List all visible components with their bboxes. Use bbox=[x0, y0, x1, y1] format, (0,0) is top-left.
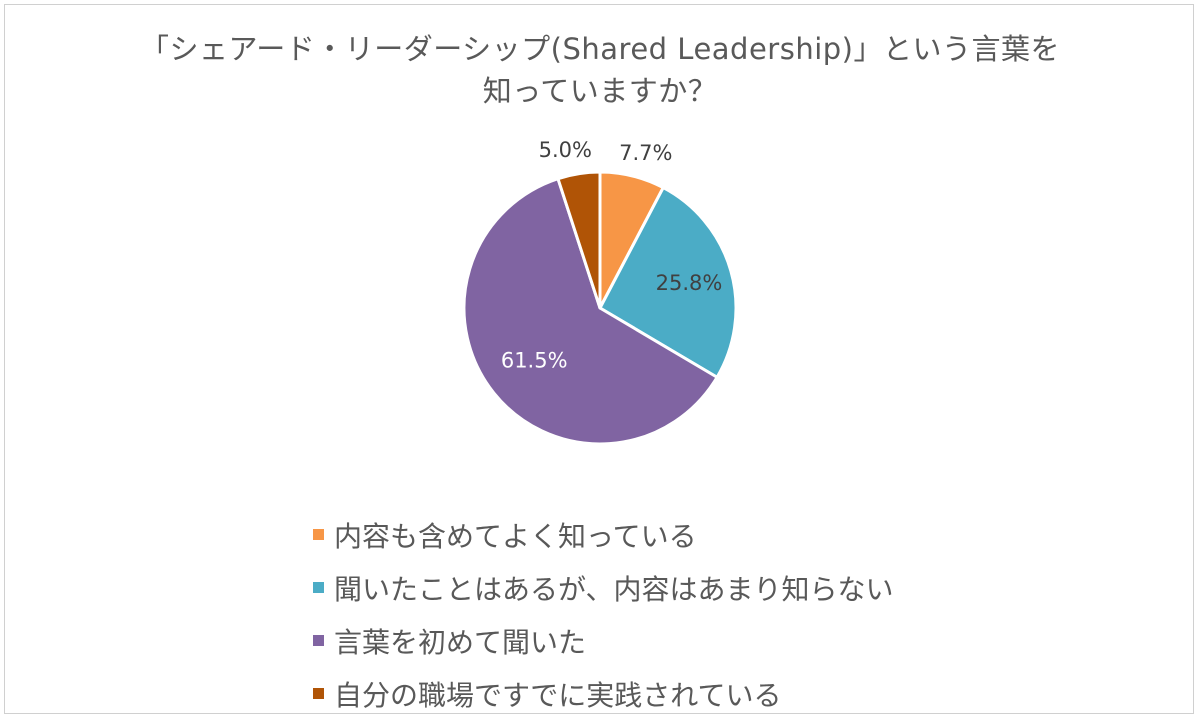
legend-swatch bbox=[313, 688, 324, 699]
legend-swatch bbox=[313, 635, 324, 646]
data-label: 25.8% bbox=[656, 271, 723, 295]
data-label: 5.0% bbox=[539, 138, 592, 162]
legend-item: 内容も含めてよく知っている bbox=[313, 508, 893, 561]
legend-label: 言葉を初めて聞いた bbox=[334, 625, 587, 659]
pie-slice bbox=[556, 170, 602, 310]
legend: 内容も含めてよく知っている 聞いたことはあるが、内容はあまり知らない 言葉を初め… bbox=[313, 508, 893, 720]
legend-item: 聞いたことはあるが、内容はあまり知らない bbox=[313, 561, 893, 614]
data-label: 61.5% bbox=[501, 349, 568, 373]
chart-title-line-1: 「シェアード・リーダーシップ(Shared Leadership)」という言葉を bbox=[139, 32, 1060, 66]
data-label: 7.7% bbox=[619, 141, 672, 165]
pie-slice bbox=[462, 177, 719, 446]
legend-item: 言葉を初めて聞いた bbox=[313, 614, 893, 667]
legend-label: 自分の職場ですでに実践されている bbox=[334, 678, 782, 712]
legend-label: 聞いたことはあるが、内容はあまり知らない bbox=[334, 572, 894, 606]
chart-title: 「シェアード・リーダーシップ(Shared Leadership)」という言葉を… bbox=[0, 28, 1200, 112]
legend-swatch bbox=[313, 529, 324, 540]
chart-title-line-2: 知っていますか？ bbox=[482, 74, 718, 108]
legend-item: 自分の職場ですでに実践されている bbox=[313, 667, 893, 720]
pie-slice bbox=[598, 186, 738, 379]
legend-label: 内容も含めてよく知っている bbox=[334, 519, 697, 553]
legend-swatch bbox=[313, 582, 324, 593]
